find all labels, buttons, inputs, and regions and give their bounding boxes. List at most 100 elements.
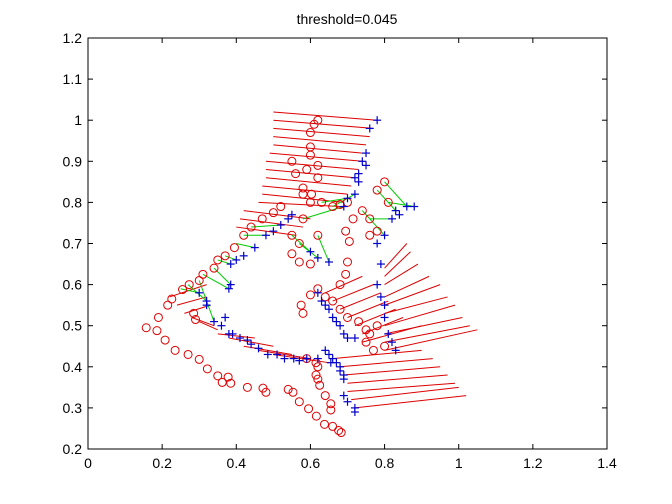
circle-point [287, 156, 297, 166]
y-tick-label: 1 [74, 112, 82, 128]
circle-point [304, 404, 314, 414]
y-tick-label: 0.5 [63, 318, 83, 334]
plus-point [350, 408, 359, 417]
unmatched-line [332, 349, 422, 360]
circle-point [298, 189, 308, 199]
plus-point [195, 288, 204, 297]
circle-point [372, 321, 382, 331]
circle-point [298, 183, 308, 193]
y-tick-label: 1.2 [63, 30, 83, 46]
unmatched-line [265, 160, 359, 171]
circle-point [341, 269, 351, 279]
unmatched-line [384, 325, 470, 343]
x-tick-label: 0.4 [227, 455, 247, 471]
plus-point [324, 257, 333, 266]
matched-line [251, 224, 281, 228]
matched-line [202, 273, 230, 290]
circle-point [163, 300, 173, 310]
plus-point [324, 305, 333, 314]
plus-point [284, 214, 293, 223]
circle-point [283, 384, 293, 394]
circle-point [287, 249, 297, 259]
plus-point [332, 317, 341, 326]
plus-point [328, 313, 337, 322]
circle-point [326, 405, 336, 415]
plus-point [376, 292, 385, 301]
plus-point [235, 334, 244, 343]
unmatched-line [269, 152, 363, 162]
plus-point [321, 301, 330, 310]
unmatched-line [265, 169, 355, 179]
plus-points [195, 116, 419, 417]
circle-point [335, 280, 345, 290]
plus-point [321, 346, 330, 355]
circle-point [261, 387, 271, 397]
plus-point [224, 284, 233, 293]
unmatched-line [239, 218, 304, 228]
unmatched-line [265, 177, 352, 187]
circle-point [194, 354, 204, 364]
circle-point [361, 337, 371, 347]
circle-point [276, 202, 286, 212]
circle-point [294, 239, 304, 248]
x-tick-label: 0.8 [375, 455, 395, 471]
circle-point [298, 214, 308, 224]
circle-point [320, 391, 330, 401]
plus-point [336, 366, 345, 375]
unmatched-line [217, 333, 255, 339]
plus-point [350, 334, 359, 343]
circle-point [357, 206, 367, 216]
unmatched-line [384, 284, 441, 306]
unmatched-line [384, 304, 456, 327]
unmatched-line [191, 317, 215, 327]
plus-point [365, 124, 374, 133]
plus-point [384, 329, 393, 338]
circle-point [365, 329, 375, 339]
circle-point [328, 421, 338, 431]
matched-line [224, 255, 237, 261]
matched-line [302, 206, 344, 220]
unmatched-line [258, 201, 341, 208]
unmatched-line [184, 304, 211, 314]
circle-point [268, 208, 278, 218]
circle-point [305, 197, 315, 207]
plus-point [402, 202, 411, 211]
unmatched-line [273, 136, 367, 146]
circle-point [291, 169, 301, 179]
unmatched-line [347, 374, 448, 384]
unmatched-line [343, 366, 441, 376]
plus-point [226, 260, 235, 269]
circle-point [246, 222, 256, 232]
x-tick-label: 0.6 [301, 455, 321, 471]
circle-point [294, 397, 304, 407]
plus-point [343, 334, 352, 343]
unmatched-line [384, 316, 463, 335]
plus-point [302, 354, 311, 363]
plus-point [387, 214, 396, 223]
unmatched-line [384, 329, 478, 351]
unmatched-line [273, 111, 378, 121]
plus-point [332, 358, 341, 367]
plus-point [380, 313, 389, 322]
circle-point [365, 214, 375, 224]
unmatched-line [340, 358, 433, 368]
circle-point [288, 387, 298, 397]
circle-point [294, 257, 304, 267]
y-tick-label: 0.3 [63, 400, 83, 416]
x-tick-label: 1.4 [597, 455, 617, 471]
plus-point [336, 321, 345, 330]
unmatched-line [332, 284, 374, 302]
plus-point [289, 354, 298, 363]
plus-point [373, 280, 382, 289]
circle-point [380, 177, 390, 187]
plus-point [221, 313, 230, 322]
x-tick-label: 1 [455, 455, 463, 471]
circle-point [380, 341, 390, 351]
circle-point [344, 236, 354, 246]
plus-point [202, 301, 211, 310]
circle-point [334, 426, 344, 436]
unmatched-line [176, 296, 207, 306]
plus-point [380, 301, 389, 310]
plus-point [295, 356, 304, 365]
circle-point [226, 378, 236, 388]
